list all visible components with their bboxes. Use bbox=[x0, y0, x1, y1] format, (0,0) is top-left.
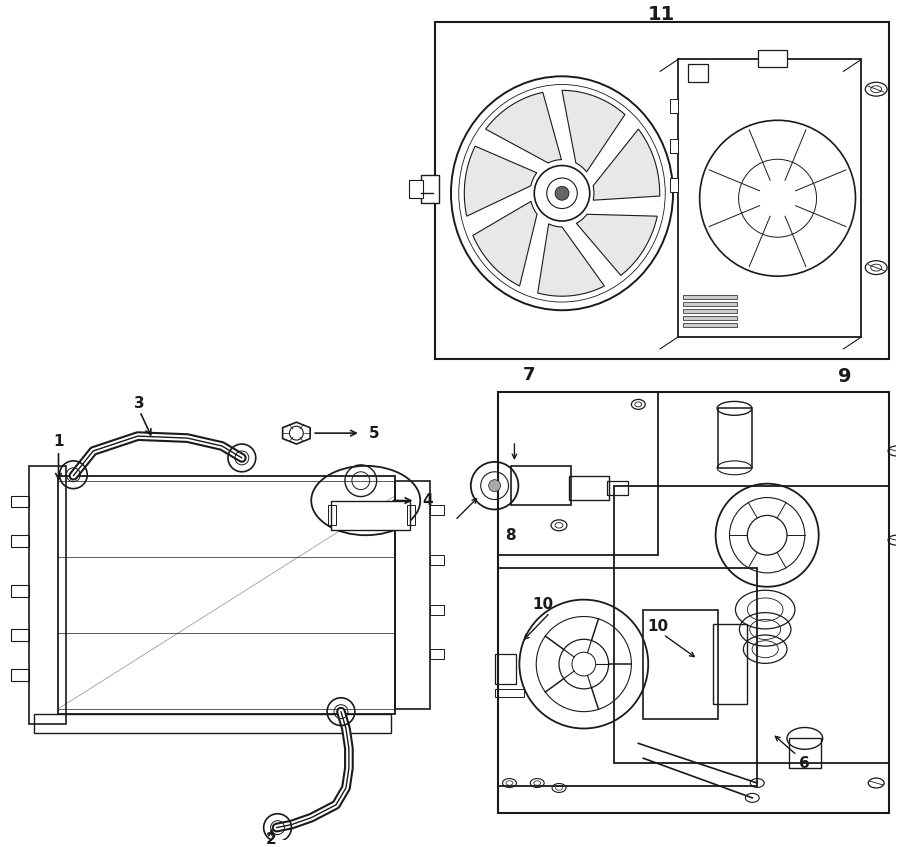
Bar bbox=[607, 481, 628, 495]
Bar bbox=[683, 309, 737, 313]
Bar bbox=[11, 495, 29, 507]
Polygon shape bbox=[562, 91, 625, 172]
Bar bbox=[33, 714, 391, 734]
Polygon shape bbox=[464, 147, 536, 216]
Text: 6: 6 bbox=[799, 756, 810, 771]
Text: 10: 10 bbox=[648, 619, 669, 634]
Bar bbox=[430, 506, 444, 515]
Bar bbox=[683, 296, 737, 299]
Polygon shape bbox=[576, 214, 657, 275]
Bar bbox=[789, 739, 821, 768]
Bar bbox=[11, 584, 29, 596]
Text: 4: 4 bbox=[422, 493, 433, 508]
Text: 7: 7 bbox=[523, 366, 536, 384]
Bar bbox=[683, 323, 737, 327]
Text: 2: 2 bbox=[266, 832, 277, 847]
Bar bbox=[430, 605, 444, 615]
Bar bbox=[614, 485, 889, 763]
Text: 10: 10 bbox=[533, 597, 554, 612]
Bar bbox=[683, 302, 737, 307]
Bar bbox=[498, 391, 658, 555]
Bar bbox=[435, 22, 889, 359]
Bar bbox=[495, 654, 517, 684]
Bar bbox=[11, 669, 29, 681]
Text: 5: 5 bbox=[368, 426, 379, 440]
Bar bbox=[11, 535, 29, 547]
Bar bbox=[430, 649, 444, 659]
Bar bbox=[498, 568, 757, 786]
Text: 1: 1 bbox=[53, 434, 64, 449]
Polygon shape bbox=[486, 92, 562, 163]
Circle shape bbox=[555, 186, 569, 200]
Bar bbox=[395, 481, 430, 709]
Bar bbox=[331, 501, 410, 530]
Bar bbox=[670, 99, 678, 113]
Bar bbox=[430, 555, 444, 565]
Bar bbox=[644, 610, 717, 718]
Bar bbox=[29, 466, 67, 723]
Polygon shape bbox=[537, 224, 605, 296]
Bar bbox=[683, 316, 737, 320]
Polygon shape bbox=[593, 129, 660, 200]
Bar bbox=[58, 476, 395, 714]
Bar bbox=[328, 506, 336, 525]
Bar bbox=[688, 64, 707, 82]
Polygon shape bbox=[472, 202, 537, 286]
Text: 11: 11 bbox=[647, 5, 675, 25]
Bar bbox=[713, 624, 747, 704]
Bar bbox=[670, 179, 678, 192]
Circle shape bbox=[489, 479, 500, 491]
Text: 3: 3 bbox=[134, 396, 145, 411]
Text: 9: 9 bbox=[838, 367, 851, 386]
Bar bbox=[569, 476, 608, 500]
Bar bbox=[421, 175, 439, 203]
Bar bbox=[498, 391, 889, 813]
Bar bbox=[410, 180, 423, 198]
Bar bbox=[670, 139, 678, 152]
Bar bbox=[717, 408, 752, 468]
Bar bbox=[511, 466, 571, 506]
Bar bbox=[495, 689, 525, 697]
Bar bbox=[11, 629, 29, 641]
Bar bbox=[758, 50, 788, 68]
Bar bbox=[408, 506, 415, 525]
Text: 8: 8 bbox=[505, 528, 516, 543]
